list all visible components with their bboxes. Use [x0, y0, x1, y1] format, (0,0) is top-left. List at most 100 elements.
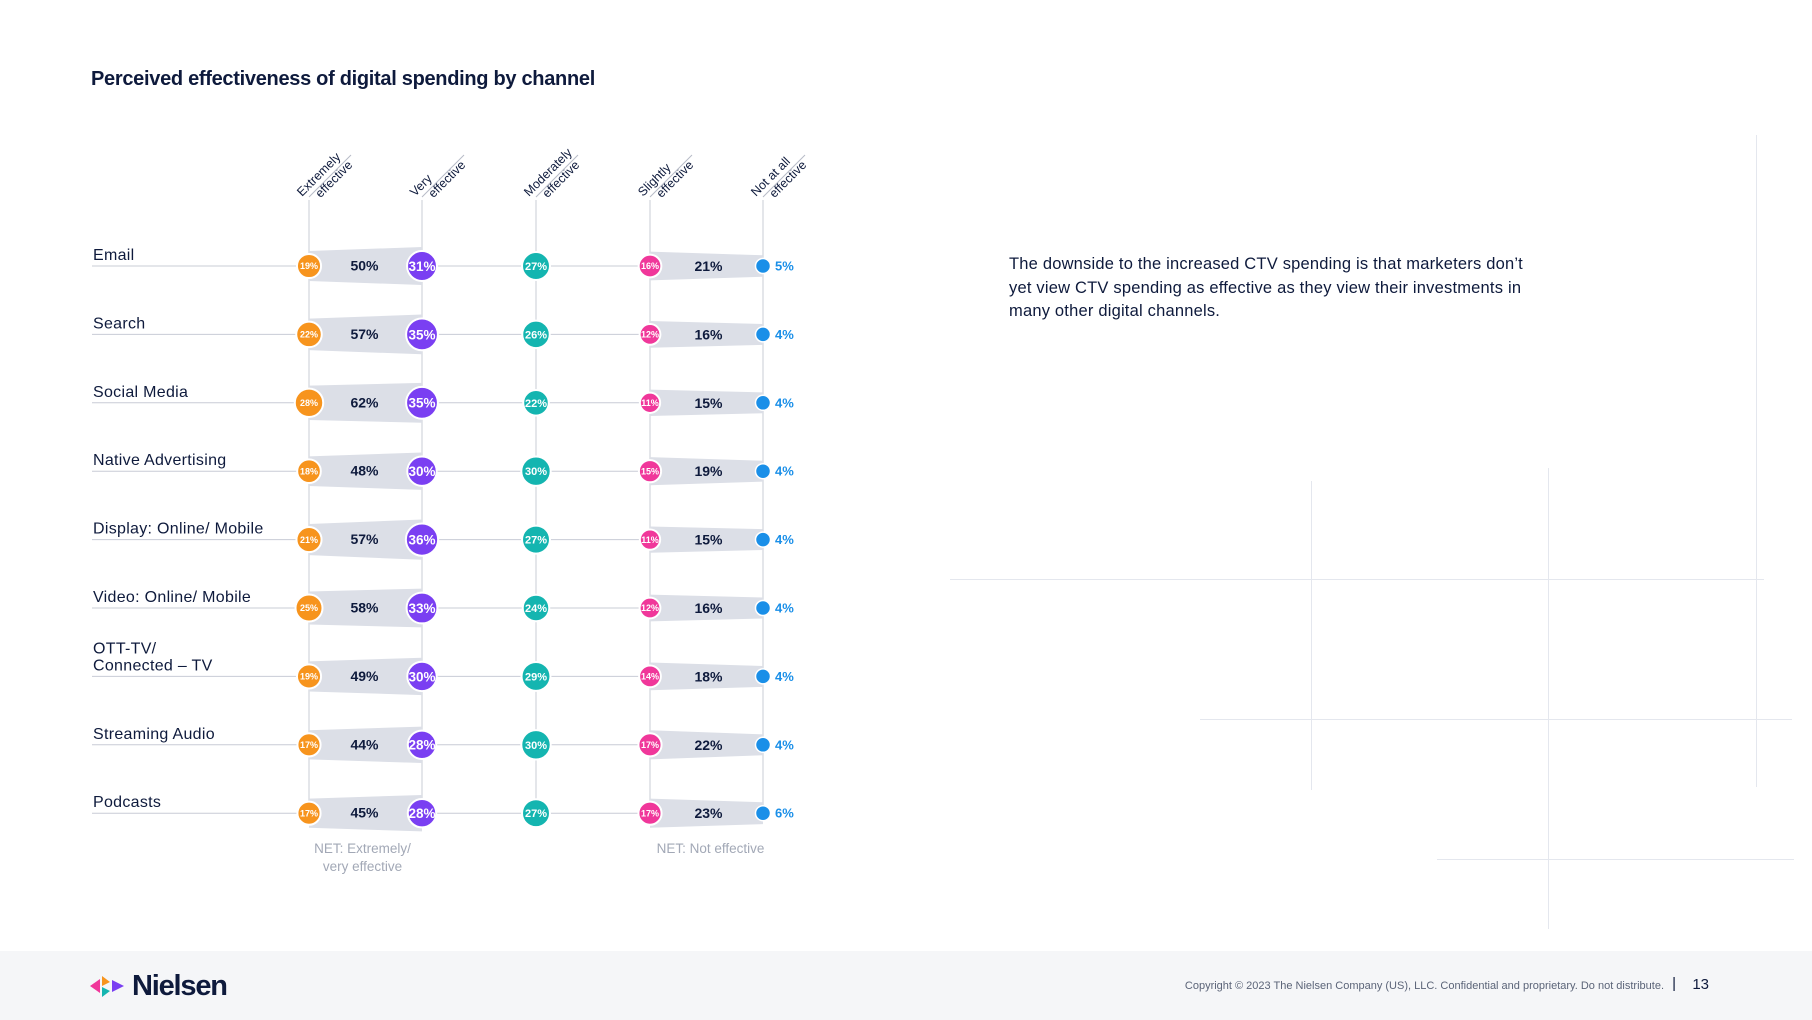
bubble-very: [404, 522, 440, 557]
column-header-underline: [308, 154, 352, 198]
row-label: OTT-TV/: [93, 640, 157, 657]
bubble-extremely: [295, 252, 323, 280]
bubble-label-not_at_all: 4%: [775, 669, 794, 684]
bubble-label-moderately: 24%: [525, 603, 547, 615]
bubble-label-slightly: 17%: [641, 740, 659, 750]
footer-separator: |: [1672, 975, 1676, 992]
row-label: Email: [93, 247, 135, 264]
bubble-extremely: [294, 593, 324, 623]
bubble-not_at_all: [754, 531, 772, 548]
bubble-label-slightly: 14%: [641, 672, 659, 682]
row-label: Native Advertising: [93, 452, 226, 469]
bubble-label-slightly: 16%: [641, 261, 659, 271]
bubble-label-slightly: 15%: [641, 466, 659, 476]
bubble-not_at_all: [754, 736, 772, 754]
bubble-moderately: [521, 251, 551, 281]
row-label: Streaming Audio: [93, 726, 215, 743]
nielsen-logo: Nielsen: [90, 969, 228, 1003]
bubble-not_at_all: [754, 326, 772, 343]
bubble-label-extremely: 17%: [300, 808, 318, 818]
net-not-effective-band: [650, 662, 763, 691]
bubble-label-not_at_all: 4%: [775, 532, 794, 547]
bubble-label-very: 28%: [408, 738, 435, 753]
bubble-label-extremely: 25%: [300, 603, 318, 613]
net-effective-band: [309, 588, 422, 628]
net-not-effective-band: [650, 798, 763, 828]
bubble-label-slightly: 11%: [641, 535, 659, 545]
net-not-effective-value: 21%: [694, 258, 723, 274]
bubble-label-slightly: 12%: [641, 330, 659, 340]
net-effective-value: 45%: [350, 805, 379, 821]
column-header-underline: [762, 154, 806, 198]
bubble-very: [406, 797, 438, 829]
net-effective-band: [309, 382, 422, 423]
bubble-label-very: 30%: [408, 669, 435, 684]
bubble-label-moderately: 26%: [525, 329, 547, 341]
bubble-not_at_all: [754, 257, 772, 275]
bubble-label-very: 35%: [408, 327, 435, 342]
bubble-label-extremely: 17%: [300, 740, 318, 750]
bubble-label-not_at_all: 4%: [775, 327, 794, 342]
net-not-effective-band: [650, 321, 763, 348]
net-not-effective-value: 15%: [694, 395, 723, 411]
bubble-label-extremely: 19%: [300, 261, 318, 271]
net-effective-value: 58%: [350, 600, 379, 616]
column-header-underline: [535, 154, 579, 198]
nielsen-logo-mark-icon: [90, 976, 124, 997]
decorative-line: [1200, 719, 1792, 720]
bubble-label-moderately: 27%: [525, 535, 547, 547]
bubble-label-extremely: 22%: [300, 330, 318, 340]
row-label: Search: [93, 315, 146, 332]
column-header-underline: [421, 154, 465, 198]
bubble-label-moderately: 27%: [525, 808, 547, 820]
bubble-label-moderately: 29%: [525, 671, 547, 683]
bubble-moderately: [520, 660, 552, 692]
row-label: Video: Online/ Mobile: [93, 589, 251, 606]
net-not-effective-band: [650, 389, 763, 416]
net-not-effective-value: 16%: [694, 326, 723, 342]
decorative-line: [1311, 481, 1312, 790]
bubble-moderately: [521, 798, 551, 829]
bubble-very: [406, 660, 438, 693]
net-not-effective-band: [650, 594, 763, 622]
bubble-extremely: [293, 387, 325, 419]
bubble-extremely: [295, 526, 323, 554]
bubble-very: [406, 250, 438, 282]
net-effective-value: 48%: [350, 463, 379, 479]
bubble-slightly: [637, 253, 663, 279]
bubble-label-very: 31%: [408, 259, 435, 274]
net-effective-band: [309, 314, 422, 355]
footer: Nielsen Copyright © 2023 The Nielsen Com…: [0, 951, 1812, 1020]
bubble-label-moderately: 30%: [525, 740, 547, 752]
bubble-not_at_all: [754, 804, 772, 822]
net-not-effective-value: 16%: [694, 600, 723, 616]
bubble-slightly: [638, 391, 662, 414]
decorative-line: [950, 579, 1764, 580]
column-header-underline: [649, 154, 693, 198]
bubble-label-not_at_all: 6%: [775, 806, 794, 821]
net-effective-value: 49%: [350, 668, 379, 684]
bubble-extremely: [295, 663, 323, 690]
net-not-effective-value: 19%: [694, 463, 723, 479]
copyright-text: Copyright © 2023 The Nielsen Company (US…: [1184, 980, 1664, 992]
bubble-label-very: 28%: [408, 806, 435, 821]
bubble-label-not_at_all: 4%: [775, 464, 794, 479]
bubble-label-slightly: 12%: [641, 603, 659, 613]
bubble-label-extremely: 18%: [300, 466, 318, 476]
bubble-label-very: 36%: [408, 532, 435, 547]
net-effective-band: [309, 452, 422, 490]
bubble-not_at_all: [754, 599, 772, 617]
net-effective-band: [309, 247, 422, 285]
bubble-label-very: 35%: [408, 396, 435, 411]
bubble-label-moderately: 22%: [525, 398, 547, 410]
net-not-effective-band: [650, 251, 763, 281]
net-effective-value: 62%: [350, 394, 379, 410]
bubble-label-slightly: 17%: [641, 808, 659, 818]
bubble-label-moderately: 30%: [525, 466, 547, 478]
bubble-slightly: [638, 323, 662, 346]
